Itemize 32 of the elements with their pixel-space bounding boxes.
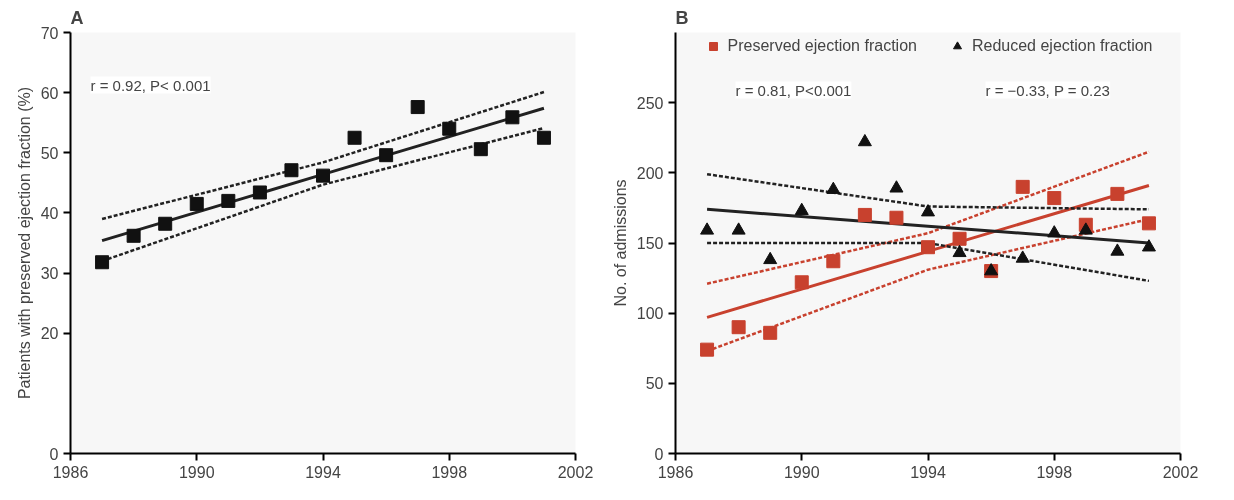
legend-label: Preserved ejection fraction (727, 37, 917, 55)
y-tick-label: 20 (40, 325, 59, 343)
y-tick-label: 40 (40, 204, 59, 222)
y-tick-label: 100 (636, 305, 664, 323)
x-tick-label: 1990 (783, 463, 820, 481)
x-tick-label: 1994 (910, 463, 946, 481)
annotation: r = 0.81, P<0.001 (735, 81, 852, 99)
y-tick-label: 150 (636, 235, 664, 252)
x-tick-label: 2002 (557, 463, 594, 481)
y-tick-label: 60 (40, 84, 59, 102)
annotation: r = 0.92, P< 0.001 (90, 76, 211, 94)
x-tick-label: 1986 (52, 463, 89, 481)
y-tick-label: 200 (636, 164, 664, 182)
x-tick-label: 2002 (1162, 463, 1199, 481)
y-tick-label: 70 (40, 24, 59, 42)
y-axis-title: No. of admissions (611, 179, 629, 307)
x-tick-label: 1994 (305, 463, 341, 481)
y-tick-label: 250 (636, 94, 664, 112)
chart-title: A (70, 7, 84, 28)
x-tick-label: 1990 (178, 463, 215, 481)
y-tick-label: 30 (40, 265, 59, 283)
x-tick-label: 1998 (1036, 463, 1073, 481)
x-tick-label: 1986 (657, 463, 694, 481)
y-tick-label: 0 (49, 445, 59, 463)
y-axis-title: Patients with preserved ejection fraction (%) (15, 86, 33, 400)
y-tick-label: 50 (40, 144, 59, 162)
annotation: r = −0.33, P = 0.23 (985, 81, 1110, 99)
legend-label: Reduced ejection fraction (971, 37, 1153, 55)
y-tick-label: 0 (654, 445, 664, 463)
x-tick-label: 1998 (431, 463, 468, 481)
chart-title: B (675, 7, 689, 28)
y-tick-label: 50 (645, 375, 664, 393)
